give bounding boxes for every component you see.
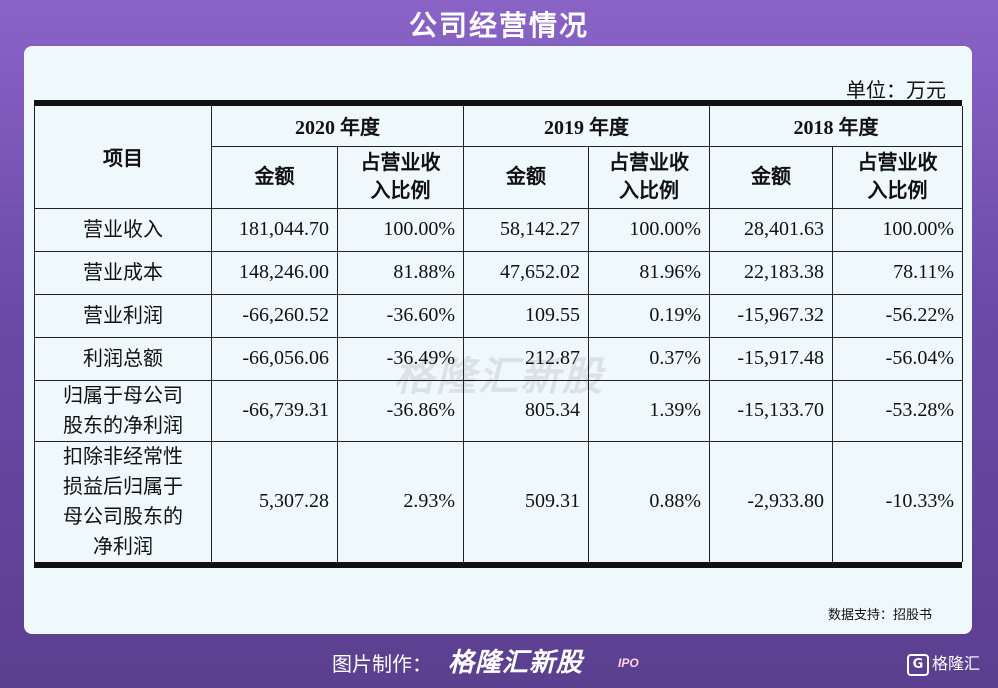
footer: 图片制作： 格隆汇新股 IPO G 格隆汇	[0, 642, 998, 682]
row-label: 营业成本	[34, 250, 212, 295]
cell: -53.28%	[832, 379, 963, 442]
cell: -66,056.06	[211, 336, 338, 381]
logo-icon: G	[906, 653, 929, 676]
bottom-rule	[34, 561, 962, 568]
cell: 509.31	[463, 440, 589, 562]
cell: 0.37%	[588, 336, 710, 381]
cell: 1.39%	[588, 379, 710, 442]
cell: 22,183.38	[709, 250, 833, 295]
content-panel: 单位：万元 格隆汇新股 项目 2020 年度 2019 年度 2018 年度 金…	[24, 46, 972, 634]
cell: 0.19%	[588, 293, 710, 338]
header-item: 项目	[34, 106, 212, 209]
cell: 58,142.27	[463, 207, 589, 252]
cell: 81.96%	[588, 250, 710, 295]
cell: 100.00%	[337, 207, 464, 252]
page-title: 公司经营情况	[408, 10, 589, 41]
cell: 5,307.28	[211, 440, 338, 562]
row-label: 营业收入	[34, 207, 212, 252]
brand-logo-text: 格隆汇新股	[448, 647, 584, 677]
cell: -15,917.48	[709, 336, 833, 381]
corner-logo: G 格隆汇	[906, 650, 980, 676]
cell: -36.86%	[337, 379, 464, 442]
header-year-2019: 2019 年度	[463, 106, 710, 147]
table-row: 营业收入 181,044.70 100.00% 58,142.27 100.00…	[34, 207, 963, 252]
cell: -15,133.70	[709, 379, 833, 442]
cell: 47,652.02	[463, 250, 589, 295]
source-note: 数据支持：招股书	[827, 608, 932, 623]
cell: 109.55	[463, 293, 589, 338]
cell: 805.34	[463, 379, 589, 442]
header-ratio: 占营业收 入比例	[337, 145, 464, 209]
cell: 2.93%	[337, 440, 464, 562]
row-label: 营业利润	[34, 293, 212, 338]
header-amount: 金额	[463, 145, 589, 209]
table-row: 归属于母公司 股东的净利润 -66,739.31 -36.86% 805.34 1…	[34, 379, 963, 442]
header-year-2018: 2018 年度	[709, 106, 963, 147]
table-row: 扣除非经常性 损益后归属于 母公司股东的 净利润 5,307.28 2.93% 509…	[34, 440, 963, 562]
cell: 81.88%	[337, 250, 464, 295]
header-year-2020: 2020 年度	[211, 106, 464, 147]
cell: 148,246.00	[211, 250, 338, 295]
cell: 78.11%	[832, 250, 963, 295]
financial-table: 项目 2020 年度 2019 年度 2018 年度 金额 占营业收 入比例 金额…	[34, 106, 963, 562]
cell: -66,739.31	[211, 379, 338, 442]
brand-ipo-tag: IPO	[618, 656, 639, 670]
header-amount: 金额	[709, 145, 833, 209]
cell: 100.00%	[832, 207, 963, 252]
cell: -56.22%	[832, 293, 963, 338]
credit-label: 图片制作：	[332, 652, 432, 676]
row-label: 扣除非经常性 损益后归属于 母公司股东的 净利润	[34, 440, 212, 562]
header-ratio: 占营业收 入比例	[832, 145, 963, 209]
cell: 100.00%	[588, 207, 710, 252]
cell: -2,933.80	[709, 440, 833, 562]
corner-logo-text: 格隆汇	[931, 654, 980, 673]
cell: 28,401.63	[709, 207, 833, 252]
header-amount: 金额	[211, 145, 338, 209]
row-label: 利润总额	[34, 336, 212, 381]
financial-table-wrapper: 项目 2020 年度 2019 年度 2018 年度 金额 占营业收 入比例 金额…	[34, 100, 963, 568]
table-row: 营业利润 -66,260.52 -36.60% 109.55 0.19% -15…	[34, 293, 963, 338]
cell: -15,967.32	[709, 293, 833, 338]
header-row-years: 项目 2020 年度 2019 年度 2018 年度	[34, 106, 963, 209]
header-ratio: 占营业收 入比例	[588, 145, 710, 209]
cell: 0.88%	[588, 440, 710, 562]
cell: -56.04%	[832, 336, 963, 381]
cell: -10.33%	[832, 440, 963, 562]
cell: 212.87	[463, 336, 589, 381]
header-row-subcolumns: 金额 占营业收 入比例 金额 占营业收 入比例 金额 占营业收 入比例	[35, 145, 963, 209]
cell: 181,044.70	[211, 207, 338, 252]
cell: -36.60%	[337, 293, 464, 338]
row-label: 归属于母公司 股东的净利润	[34, 379, 212, 442]
cell: -66,260.52	[211, 293, 338, 338]
table-row: 利润总额 -66,056.06 -36.49% 212.87 0.37% -15…	[34, 336, 963, 381]
top-rule	[34, 100, 962, 106]
unit-label: 单位：万元	[846, 80, 946, 102]
table-row: 营业成本 148,246.00 81.88% 47,652.02 81.96% …	[34, 250, 963, 295]
cell: -36.49%	[337, 336, 464, 381]
